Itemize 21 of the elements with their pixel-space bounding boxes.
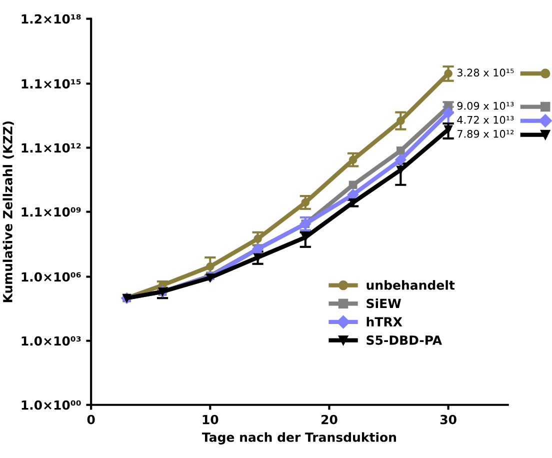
y-tick-label: 1.0×10⁰⁶ [22,272,81,282]
y-tick-label: 1.1×10⁰⁹ [22,207,81,217]
data-label: 3.28 x 10¹⁵ [457,68,514,77]
x-axis-title: Tage nach der Transduktion [202,432,396,444]
legend-label: hTRX [366,316,402,326]
x-tick-label: 20 [322,414,338,424]
x-tick-label: 30 [440,414,456,424]
y-tick-label: 1.0×10⁰⁰ [22,400,81,410]
legend-label: S5-DBD-PA [366,335,442,345]
legend-label: unbehandelt [366,280,455,290]
y-tick-label: 1.0×10⁰³ [22,336,81,346]
legend-label: SiEW [366,298,401,308]
y-axis-title: Kumulative Zellzahl (KZZ) [2,121,14,302]
data-label: 9.09 x 10¹³ [457,102,514,110]
y-tick-label: 1.2×10¹⁸ [22,14,81,24]
data-label: 4.72 x 10¹³ [457,116,514,124]
y-tick-label: 1.1×10¹² [22,143,81,153]
y-tick-label: 1.1×10¹⁵ [22,79,81,89]
data-label: 7.89 x 10¹² [457,130,514,138]
x-tick-label: 0 [87,414,95,424]
x-tick-label: 10 [202,414,218,424]
